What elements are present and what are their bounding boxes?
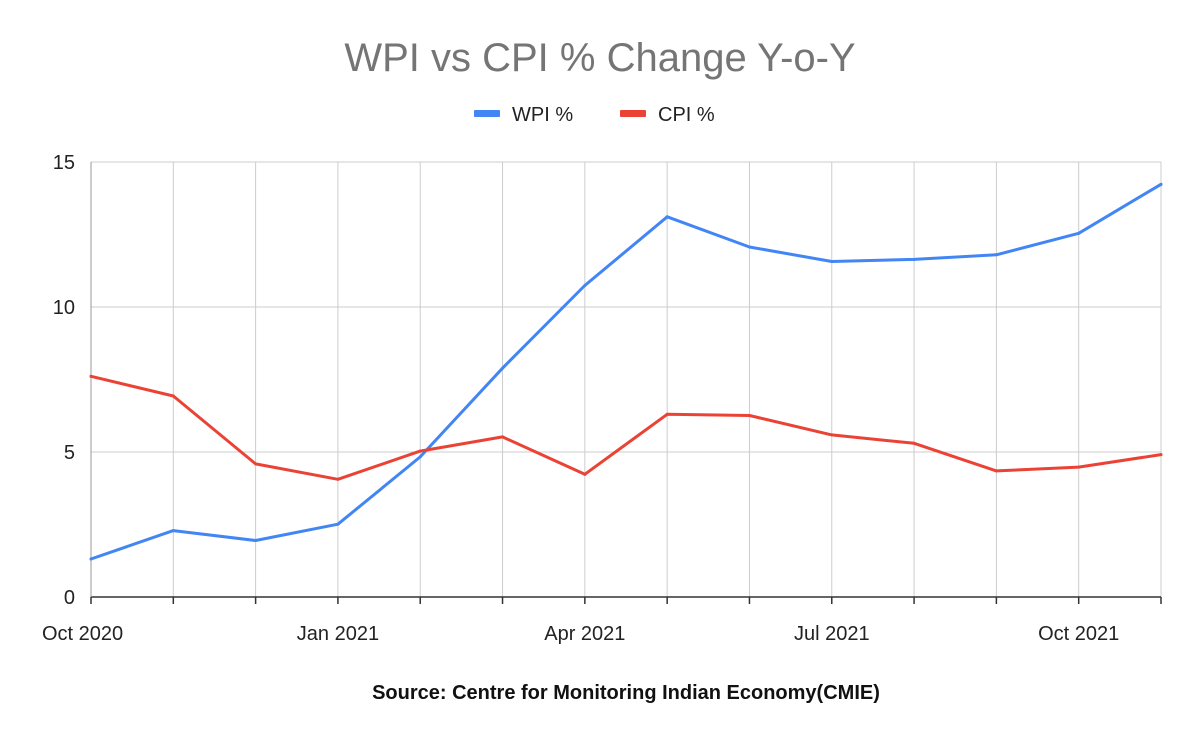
- y-tick-label: 5: [64, 442, 75, 464]
- chart-title: WPI vs CPI % Change Y-o-Y: [344, 36, 855, 80]
- data-point-cpi: [171, 394, 175, 398]
- axes: [90, 162, 1162, 604]
- data-point-cpi: [336, 477, 340, 481]
- grid: [91, 161, 1162, 597]
- data-point-wpi: [254, 538, 258, 542]
- data-point-cpi: [418, 449, 422, 453]
- data-point-cpi: [583, 472, 587, 476]
- x-tick-label: Jan 2021: [297, 623, 379, 645]
- data-point-wpi: [1077, 231, 1081, 235]
- data-point-wpi: [912, 257, 916, 261]
- legend: WPI % CPI %: [474, 104, 715, 126]
- data-point-wpi: [665, 215, 669, 219]
- data-point-wpi: [171, 529, 175, 533]
- x-tick-label: Apr 2021: [544, 623, 625, 645]
- y-tick-label: 15: [53, 152, 75, 174]
- data-point-cpi: [1077, 465, 1081, 469]
- data-point-cpi: [747, 413, 751, 417]
- x-tick-label: Oct 2020: [42, 623, 123, 645]
- y-tick-label: 10: [53, 297, 75, 319]
- legend-swatch-wpi: [474, 110, 500, 117]
- source-note: Source: Centre for Monitoring Indian Eco…: [372, 682, 880, 704]
- data-point-cpi: [830, 433, 834, 437]
- data-point-wpi: [89, 557, 93, 561]
- x-tick-label: Jul 2021: [794, 623, 870, 645]
- data-point-cpi: [501, 435, 505, 439]
- data-point-cpi: [994, 469, 998, 473]
- data-point-wpi: [747, 245, 751, 249]
- data-point-cpi: [1159, 453, 1163, 457]
- series: [89, 182, 1163, 561]
- y-tick-label: 0: [64, 587, 75, 609]
- data-point-cpi: [912, 441, 916, 445]
- data-point-wpi: [1159, 182, 1163, 186]
- data-point-wpi: [336, 522, 340, 526]
- series-line-wpi: [89, 182, 1163, 561]
- series-line-cpi: [89, 374, 1163, 481]
- data-point-cpi: [665, 412, 669, 416]
- data-point-wpi: [418, 455, 422, 459]
- data-point-cpi: [89, 374, 93, 378]
- legend-label-wpi: WPI %: [512, 104, 573, 126]
- data-point-cpi: [254, 462, 258, 466]
- data-point-wpi: [830, 259, 834, 263]
- legend-swatch-cpi: [620, 110, 646, 117]
- x-tick-label: Oct 2021: [1038, 623, 1119, 645]
- legend-label-cpi: CPI %: [658, 104, 715, 126]
- tick-labels: 0 5 10 15 Oct 2020 Jan 2021 Apr 2021 Jul 2021 Oc…: [42, 152, 1119, 645]
- data-point-wpi: [583, 284, 587, 288]
- data-point-wpi: [501, 366, 505, 370]
- data-point-wpi: [994, 253, 998, 257]
